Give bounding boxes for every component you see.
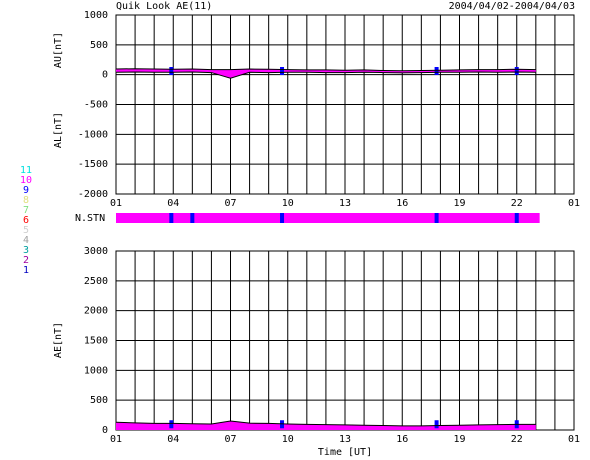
- station-legend-label: 8: [23, 195, 29, 206]
- station-legend-label: 3: [23, 245, 29, 256]
- station-legend-label: 6: [23, 215, 29, 226]
- station-marker: [514, 213, 519, 223]
- station-legend-label: 2: [23, 255, 29, 266]
- station-marker: [280, 66, 285, 75]
- y-tick-label: -1500: [78, 159, 108, 170]
- x-tick-label: 01: [568, 198, 580, 209]
- station-marker: [514, 66, 519, 75]
- band-fill: [116, 68, 536, 79]
- x-tick-label: 01: [568, 434, 580, 445]
- x-tick-label: 22: [511, 198, 523, 209]
- x-tick-label: 04: [167, 198, 179, 209]
- station-marker: [169, 213, 174, 223]
- y-tick-label: -500: [84, 100, 108, 111]
- strip-label: N.STN: [75, 213, 105, 224]
- x-tick-label: 10: [282, 198, 294, 209]
- station-legend-label: 9: [23, 185, 29, 196]
- x-tick-label: 01: [110, 434, 122, 445]
- x-tick-label: 04: [167, 434, 179, 445]
- series-line: [115, 420, 536, 427]
- station-marker: [169, 420, 174, 429]
- x-axis-label: Time [UT]: [318, 447, 372, 458]
- y-axis-label: AU[nT]: [53, 32, 64, 68]
- y-axis-label: AL[nT]: [53, 112, 64, 148]
- y-tick-label: 3000: [84, 246, 108, 257]
- x-tick-label: 19: [453, 434, 465, 445]
- plot-frame: [115, 14, 575, 195]
- station-marker: [190, 213, 195, 223]
- y-tick-label: 2000: [84, 306, 108, 317]
- station-legend-label: 11: [20, 165, 32, 176]
- x-tick-label: 16: [396, 434, 408, 445]
- x-tick-label: 16: [396, 198, 408, 209]
- x-tick-label: 13: [339, 434, 351, 445]
- y-tick-label: 500: [90, 40, 108, 51]
- y-tick-label: 1500: [84, 336, 108, 347]
- y-tick-label: 500: [90, 395, 108, 406]
- station-legend-label: 7: [23, 205, 29, 216]
- y-tick-label: -1000: [78, 129, 108, 140]
- x-tick-label: 10: [282, 434, 294, 445]
- y-tick-label: 0: [102, 70, 108, 81]
- y-tick-label: 0: [102, 425, 108, 436]
- y-tick-label: 2500: [84, 276, 108, 287]
- x-tick-label: 13: [339, 198, 351, 209]
- station-marker: [434, 420, 439, 429]
- x-tick-label: 07: [224, 434, 236, 445]
- station-legend-label: 5: [23, 225, 29, 236]
- x-tick-label: 22: [511, 434, 523, 445]
- station-marker: [434, 213, 439, 223]
- station-marker: [169, 66, 174, 75]
- y-axis-label: AE[nT]: [53, 322, 64, 358]
- chart-title: Quik Look AE(11): [116, 1, 212, 12]
- station-legend-label: 4: [23, 235, 29, 246]
- date-range: 2004/04/02-2004/04/03: [449, 1, 575, 12]
- nstn-bar: [116, 213, 540, 223]
- area-fill: [116, 421, 536, 430]
- y-tick-label: 1000: [84, 365, 108, 376]
- station-legend-label: 1: [23, 265, 29, 276]
- station-legend-label: 10: [20, 175, 32, 186]
- station-marker: [434, 66, 439, 75]
- y-tick-label: -2000: [78, 189, 108, 200]
- series-line: [115, 71, 536, 79]
- x-tick-label: 19: [453, 198, 465, 209]
- series-line: [115, 68, 536, 72]
- x-tick-label: 07: [224, 198, 236, 209]
- station-marker: [280, 213, 285, 223]
- y-tick-label: 1000: [84, 10, 108, 21]
- x-tick-label: 01: [110, 198, 122, 209]
